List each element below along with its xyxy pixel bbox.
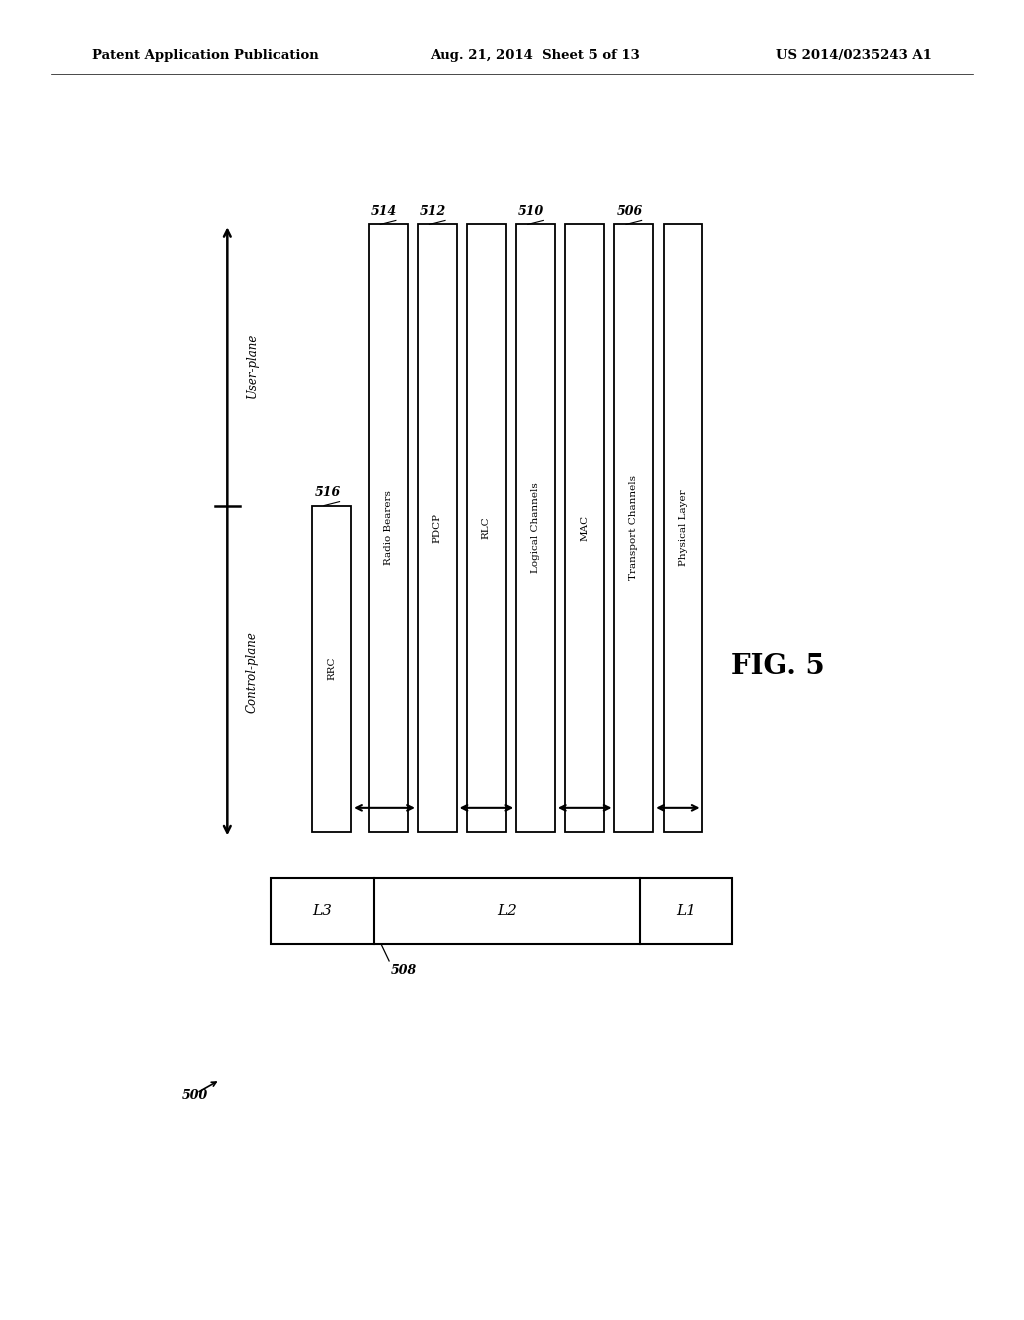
Bar bbox=[418, 224, 457, 832]
Text: 500: 500 bbox=[182, 1089, 209, 1102]
Text: Physical Layer: Physical Layer bbox=[679, 490, 687, 566]
Text: PDCP: PDCP bbox=[433, 513, 441, 543]
Text: RLC: RLC bbox=[482, 516, 490, 540]
Bar bbox=[369, 224, 408, 832]
Text: 508: 508 bbox=[391, 964, 418, 977]
Bar bbox=[312, 506, 351, 832]
Text: 516: 516 bbox=[314, 486, 341, 499]
Text: Radio Bearers: Radio Bearers bbox=[384, 491, 392, 565]
Text: FIG. 5: FIG. 5 bbox=[731, 653, 825, 680]
Text: L1: L1 bbox=[676, 904, 696, 917]
Bar bbox=[565, 224, 604, 832]
Text: Logical Channels: Logical Channels bbox=[531, 483, 540, 573]
Text: Transport Channels: Transport Channels bbox=[630, 475, 638, 581]
Text: Aug. 21, 2014  Sheet 5 of 13: Aug. 21, 2014 Sheet 5 of 13 bbox=[430, 49, 640, 62]
Text: Control-plane: Control-plane bbox=[246, 631, 259, 713]
Bar bbox=[467, 224, 506, 832]
Text: MAC: MAC bbox=[581, 515, 589, 541]
Bar bbox=[516, 224, 555, 832]
Text: RRC: RRC bbox=[328, 657, 336, 680]
Text: User-plane: User-plane bbox=[246, 333, 259, 397]
Bar bbox=[664, 224, 702, 832]
Text: 512: 512 bbox=[420, 205, 446, 218]
Text: 506: 506 bbox=[616, 205, 643, 218]
Bar bbox=[614, 224, 653, 832]
Bar bbox=[271, 878, 732, 944]
Text: 514: 514 bbox=[371, 205, 397, 218]
Text: L2: L2 bbox=[497, 904, 517, 917]
Text: Patent Application Publication: Patent Application Publication bbox=[92, 49, 318, 62]
Text: US 2014/0235243 A1: US 2014/0235243 A1 bbox=[776, 49, 932, 62]
Text: L3: L3 bbox=[312, 904, 333, 917]
Text: 510: 510 bbox=[518, 205, 545, 218]
